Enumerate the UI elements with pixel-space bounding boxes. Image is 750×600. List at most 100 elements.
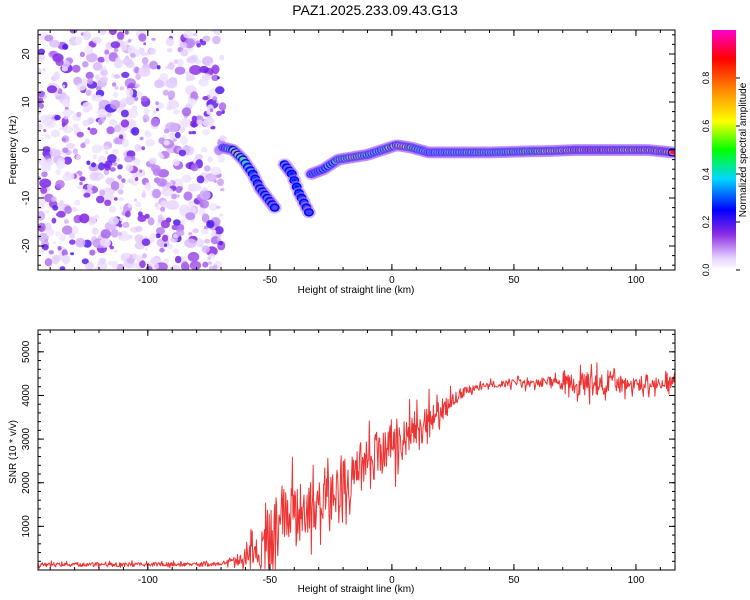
heatmap-cell [191, 115, 197, 122]
heatmap-cell [131, 127, 140, 136]
heatmap-cell [141, 192, 147, 198]
heatmap-cell [61, 254, 71, 265]
heatmap-cell [98, 162, 105, 171]
heatmap-cell [71, 206, 78, 212]
heatmap-cell [85, 89, 92, 96]
heatmap-cell [181, 174, 192, 183]
x-tick-label: 0 [389, 275, 395, 286]
heatmap-cell [56, 160, 66, 170]
heatmap-cell [202, 35, 211, 42]
y-tick-label: 0 [21, 147, 32, 153]
heatmap-cell [125, 95, 135, 106]
heatmap-cell [202, 73, 212, 81]
heatmap-cell [55, 212, 61, 217]
heatmap-cell [70, 252, 75, 256]
heatmap-cell [92, 36, 102, 44]
heatmap-cell [188, 131, 193, 135]
heatmap-cell [134, 143, 142, 152]
heatmap-cell [155, 101, 160, 106]
heatmap-cell [124, 155, 134, 163]
heatmap-cell [156, 222, 160, 226]
heatmap-cell [221, 109, 225, 114]
heatmap-cell [104, 163, 111, 171]
heatmap-cell [212, 264, 218, 270]
heatmap-cell [124, 253, 131, 259]
x-tick-label: 50 [508, 575, 520, 586]
heatmap-cell [92, 227, 98, 233]
heatmap-cell [113, 47, 119, 53]
heatmap-cell [201, 213, 210, 223]
heatmap-cell [38, 48, 46, 55]
heatmap-cell [99, 257, 107, 265]
heatmap-cell [148, 157, 157, 165]
heatmap-cell [86, 117, 95, 124]
heatmap-cell [99, 238, 110, 247]
heatmap-cell [210, 166, 222, 176]
heatmap-cell [136, 91, 144, 97]
heatmap-cell [175, 223, 185, 232]
heatmap-cell [115, 57, 120, 63]
heatmap-cell [150, 164, 161, 173]
heatmap-cell [69, 30, 78, 34]
heatmap-cell [187, 55, 198, 64]
heatmap-cell [204, 225, 208, 230]
heatmap-cell [130, 53, 136, 58]
heatmap-cell [100, 76, 109, 83]
heatmap-cell [122, 221, 130, 229]
heatmap-cell [98, 120, 103, 125]
heatmap-cell [176, 58, 184, 67]
heatmap-cell [62, 109, 73, 117]
heatmap-cell [55, 169, 61, 175]
heatmap-cell [175, 229, 185, 237]
heatmap-cell [188, 232, 193, 236]
colorbar-ticks: 0.0 0.2 0.4 0.6 0.8 [701, 72, 740, 276]
spectrogram-xlabel: Height of straight line (km) [298, 285, 415, 296]
heatmap-cell [117, 174, 122, 180]
heatmap-cell [119, 86, 124, 91]
heatmap-cell [41, 171, 48, 178]
heatmap-cell [104, 199, 112, 206]
heatmap-cell [170, 179, 175, 184]
heatmap-cell [139, 136, 144, 141]
heatmap-cell [125, 108, 138, 119]
heatmap-cell [44, 118, 56, 129]
heatmap-cell [196, 175, 205, 184]
heatmap-cell [108, 30, 117, 36]
heatmap-cell [62, 43, 69, 50]
heatmap-cell [100, 229, 112, 239]
heatmap-cell [52, 205, 59, 211]
heatmap-cell [180, 49, 189, 57]
heatmap-cell [163, 128, 170, 134]
heatmap-cell [44, 34, 54, 42]
heatmap-cell [155, 233, 161, 239]
heatmap-cell [165, 78, 178, 89]
heatmap-cell [213, 30, 221, 36]
heatmap-cell [203, 178, 209, 184]
heatmap-cell [89, 127, 98, 135]
heatmap-cell [97, 56, 105, 63]
heatmap-cell [119, 206, 123, 211]
heatmap-cell [215, 86, 225, 95]
heatmap-cell [99, 189, 106, 196]
heatmap-cell [112, 161, 118, 167]
heatmap-cell [84, 45, 94, 55]
heatmap-cell [79, 213, 90, 224]
heatmap-cell [75, 237, 86, 248]
heatmap-cell [117, 164, 123, 170]
heatmap-cell [179, 126, 186, 133]
heatmap-cell [121, 178, 126, 184]
heatmap-cell [153, 110, 157, 114]
heatmap-cell [189, 65, 202, 75]
heatmap-cell [190, 163, 199, 172]
heatmap-cell [75, 36, 83, 46]
heatmap-cell [61, 98, 70, 108]
x-tick-label: 100 [628, 575, 645, 586]
heatmap-cell [172, 158, 180, 166]
heatmap-cell [173, 108, 180, 115]
heatmap-cell [97, 155, 107, 165]
heatmap-cell [141, 146, 146, 151]
heatmap-cell [113, 124, 121, 133]
snr-xlabel: Height of straight line (km) [298, 584, 415, 595]
heatmap-cell [109, 189, 115, 195]
heatmap-cell [209, 108, 214, 113]
